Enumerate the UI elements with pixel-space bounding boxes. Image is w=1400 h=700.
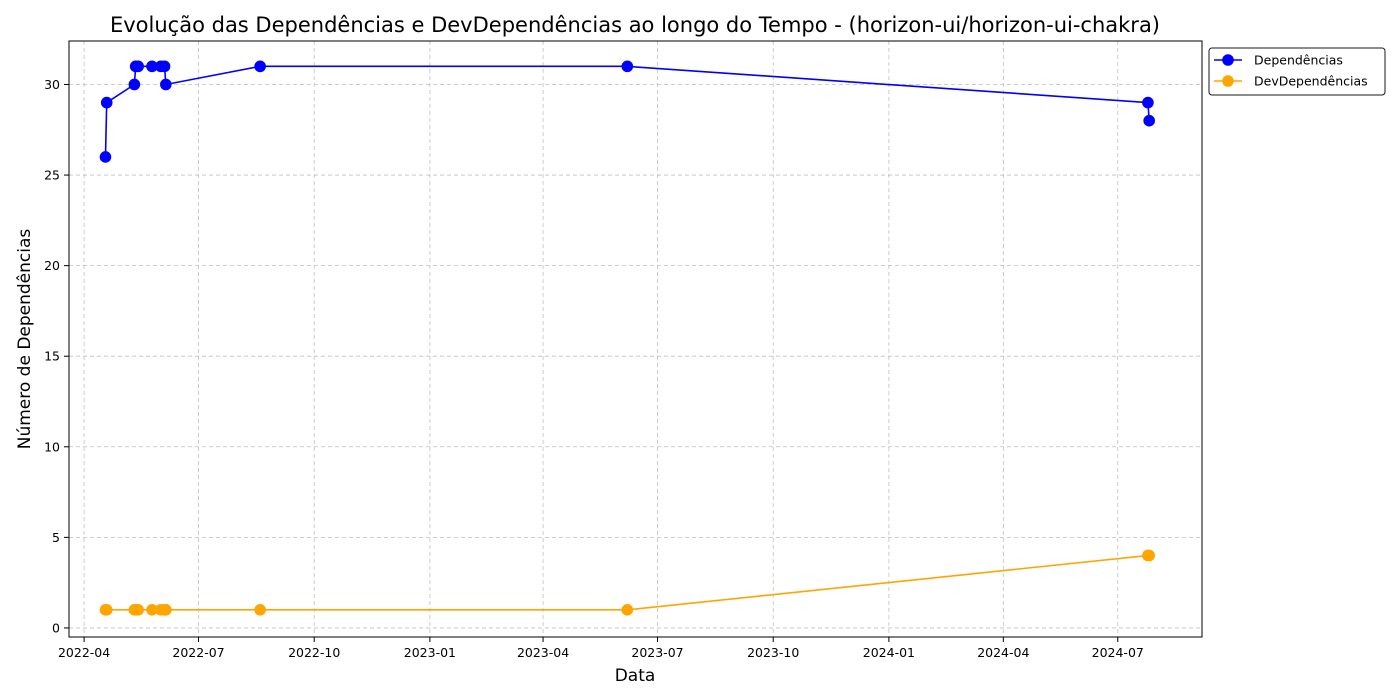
- data-point: [146, 604, 158, 616]
- y-tick-label: 0: [52, 620, 60, 635]
- y-tick-label: 25: [44, 168, 60, 183]
- series-1: [99, 60, 1155, 163]
- legend-box: [1208, 47, 1386, 96]
- y-tick-label: 20: [44, 258, 60, 273]
- series-2: [99, 549, 1155, 616]
- x-axis-ticks: 2022-04 2022-07 2022-10 2023-01 2023-04 2023-…: [58, 637, 1144, 660]
- x-tick-label: 2024-04: [977, 645, 1029, 660]
- x-tick-label: 2023-01: [404, 645, 456, 660]
- legend-label: DevDependências: [1254, 74, 1368, 89]
- series-line: [105, 554, 1150, 611]
- data-point: [1142, 96, 1154, 109]
- data-point: [100, 96, 113, 109]
- data-point: [160, 78, 172, 91]
- data-point: [254, 604, 266, 616]
- data-point: [1143, 549, 1155, 562]
- data-point: [160, 604, 172, 616]
- legend: Dependências DevDependências: [1208, 47, 1386, 96]
- x-tick-label: 2022-07: [172, 645, 224, 660]
- x-tick-label: 2024-07: [1092, 645, 1144, 660]
- plot-area-frame: [68, 40, 1203, 638]
- data-point: [146, 60, 158, 73]
- grid-lines: [69, 41, 1202, 637]
- y-axis-label: Número de Dependências: [15, 229, 35, 450]
- y-tick-label: 30: [44, 77, 60, 92]
- y-axis-ticks: 0 5 10 15 20 25 30: [44, 77, 69, 635]
- data-point: [158, 60, 171, 73]
- x-tick-label: 2022-10: [288, 645, 340, 660]
- series-line: [104, 65, 1150, 157]
- data-point: [99, 151, 112, 163]
- data-point: [132, 60, 144, 73]
- y-tick-label: 15: [44, 349, 60, 364]
- x-tick-label: 2024-01: [863, 645, 915, 660]
- legend-label: Dependências: [1254, 53, 1343, 68]
- x-tick-label: 2023-10: [747, 645, 799, 660]
- data-point: [132, 604, 144, 616]
- x-tick-label: 2022-04: [58, 645, 110, 660]
- x-tick-label: 2023-07: [631, 645, 683, 660]
- chart-title: Evolução das Dependências e DevDependênc…: [110, 13, 1160, 37]
- data-point: [621, 604, 634, 616]
- y-tick-label: 5: [52, 530, 60, 545]
- series-layer: [99, 60, 1155, 616]
- x-tick-label: 2023-04: [517, 645, 569, 660]
- y-tick-label: 10: [44, 439, 60, 454]
- data-point: [621, 60, 634, 73]
- data-point: [254, 60, 266, 73]
- legend-marker: [1222, 54, 1234, 66]
- x-axis-label: Data: [615, 666, 656, 686]
- data-point: [100, 604, 113, 616]
- data-point: [1143, 114, 1155, 127]
- data-point: [128, 78, 141, 91]
- legend-marker: [1222, 75, 1234, 87]
